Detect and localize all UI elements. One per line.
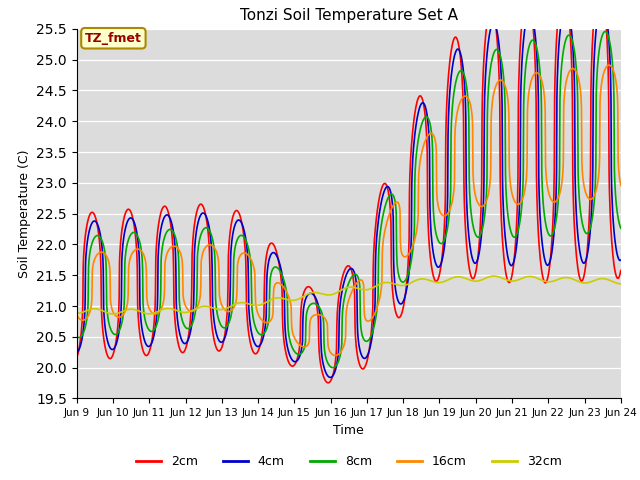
2cm xyxy=(194,205,202,211)
8cm xyxy=(505,217,513,223)
4cm xyxy=(598,0,606,5)
2cm xyxy=(255,347,262,353)
16cm xyxy=(332,353,339,359)
4cm xyxy=(255,344,262,349)
4cm xyxy=(194,221,202,227)
16cm xyxy=(255,312,262,318)
2cm xyxy=(180,348,188,354)
16cm xyxy=(605,62,613,68)
4cm xyxy=(505,257,513,263)
8cm xyxy=(602,29,609,35)
32cm xyxy=(617,281,625,287)
4cm xyxy=(553,169,561,175)
8cm xyxy=(194,249,202,255)
Line: 4cm: 4cm xyxy=(77,2,621,377)
Text: TZ_fmet: TZ_fmet xyxy=(85,32,142,45)
4cm xyxy=(434,264,442,270)
2cm xyxy=(324,380,332,386)
Line: 2cm: 2cm xyxy=(77,0,621,383)
16cm xyxy=(180,300,188,306)
2cm xyxy=(505,279,513,285)
32cm xyxy=(434,280,442,286)
16cm xyxy=(73,312,81,318)
32cm xyxy=(109,311,117,317)
32cm xyxy=(255,302,263,308)
32cm xyxy=(553,277,561,283)
2cm xyxy=(434,277,442,283)
16cm xyxy=(617,182,625,188)
16cm xyxy=(434,199,442,204)
32cm xyxy=(195,305,202,311)
Title: Tonzi Soil Temperature Set A: Tonzi Soil Temperature Set A xyxy=(240,9,458,24)
32cm xyxy=(73,310,81,316)
4cm xyxy=(326,374,334,380)
Y-axis label: Soil Temperature (C): Soil Temperature (C) xyxy=(18,149,31,278)
8cm xyxy=(329,365,337,371)
32cm xyxy=(181,310,189,315)
Legend: 2cm, 4cm, 8cm, 16cm, 32cm: 2cm, 4cm, 8cm, 16cm, 32cm xyxy=(131,450,567,473)
Line: 32cm: 32cm xyxy=(77,276,621,314)
8cm xyxy=(73,334,81,339)
16cm xyxy=(194,303,202,309)
2cm xyxy=(553,36,561,42)
32cm xyxy=(490,273,498,279)
8cm xyxy=(180,323,188,329)
8cm xyxy=(553,215,561,220)
2cm xyxy=(617,268,625,274)
4cm xyxy=(617,257,625,263)
Line: 16cm: 16cm xyxy=(77,65,621,356)
2cm xyxy=(73,355,81,360)
16cm xyxy=(505,104,513,110)
8cm xyxy=(255,330,262,336)
X-axis label: Time: Time xyxy=(333,424,364,437)
Line: 8cm: 8cm xyxy=(77,32,621,368)
4cm xyxy=(73,349,81,355)
8cm xyxy=(617,225,625,231)
16cm xyxy=(553,198,561,204)
4cm xyxy=(180,341,188,347)
32cm xyxy=(505,278,513,284)
8cm xyxy=(434,236,442,241)
